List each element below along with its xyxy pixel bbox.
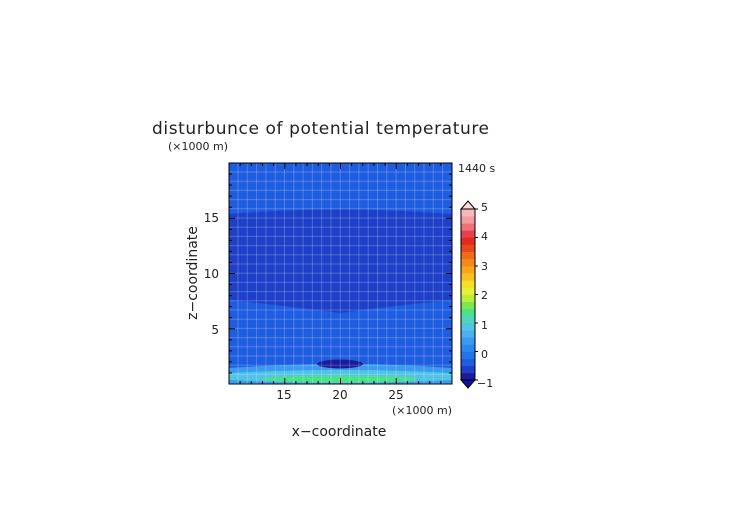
- colorbar-segment: [461, 351, 475, 359]
- colorbar-segment: [461, 372, 475, 381]
- colorbar-segment: [461, 365, 475, 374]
- colorbar-segment: [461, 308, 475, 317]
- x-axis-label: x−coordinate: [292, 424, 387, 440]
- colorbar-segment: [461, 358, 475, 367]
- colorbar-segment: [461, 258, 475, 267]
- z-tick-label: 10: [204, 267, 219, 281]
- colorbar-segment: [461, 323, 475, 331]
- colorbar-over-arrow: [459, 200, 477, 210]
- colorbar-segment: [461, 280, 475, 288]
- x-tick-label: 25: [388, 388, 403, 402]
- z-tick-label: 5: [211, 323, 219, 337]
- colorbar-segment: [461, 216, 475, 224]
- x-unit-label: (×1000 m): [392, 404, 452, 417]
- axis-ticks: [228, 162, 453, 385]
- x-tick-label: 15: [276, 388, 291, 402]
- plot-gridlines: [229, 163, 452, 384]
- colorbar-tick-label: 2: [481, 289, 488, 302]
- z-tick-label: 15: [204, 211, 219, 225]
- colorbar-tick-label: −1: [477, 377, 493, 390]
- colorbar-segment: [461, 337, 475, 345]
- colorbar-tick-label: 1: [481, 319, 488, 332]
- colorbar-under-arrow: [459, 379, 477, 389]
- colorbar-segment: [461, 294, 475, 302]
- colorbar-segment: [461, 273, 475, 281]
- x-tick-label: 20: [332, 388, 347, 402]
- z-unit-label: (×1000 m): [168, 140, 228, 153]
- colorbar-tick-label: 5: [481, 201, 488, 214]
- field-mid-layer: [229, 238, 452, 313]
- colorbar-tick-label: 4: [481, 230, 488, 243]
- colorbar-segment: [461, 287, 475, 295]
- colorbar-tick-label: 0: [481, 348, 488, 361]
- z-axis-label: z−coordinate: [185, 226, 201, 320]
- colorbar-segment: [461, 244, 475, 253]
- colorbar-segment: [461, 315, 475, 324]
- chart-title: disturbunce of potential temperature: [152, 119, 490, 139]
- colorbar-tick-label: 3: [481, 260, 488, 273]
- colorbar-segment: [461, 223, 475, 231]
- colorbar-segment: [461, 344, 475, 352]
- field-cold-anomaly: [317, 359, 363, 369]
- field-top-corner-left: [229, 163, 248, 184]
- colorbar-segment: [461, 237, 475, 245]
- colorbar-segment: [461, 266, 475, 274]
- colorbar-segment: [461, 330, 475, 338]
- colorbar-segment: [461, 301, 475, 310]
- field-top-corner-right: [433, 163, 452, 190]
- field-upper-layer: [229, 209, 452, 243]
- colorbar-segment: [461, 209, 475, 217]
- colorbar-segment: [461, 251, 475, 260]
- colorbar-segment: [461, 230, 475, 238]
- colorbar: [459, 200, 478, 389]
- time-label: 1440 s: [458, 162, 495, 175]
